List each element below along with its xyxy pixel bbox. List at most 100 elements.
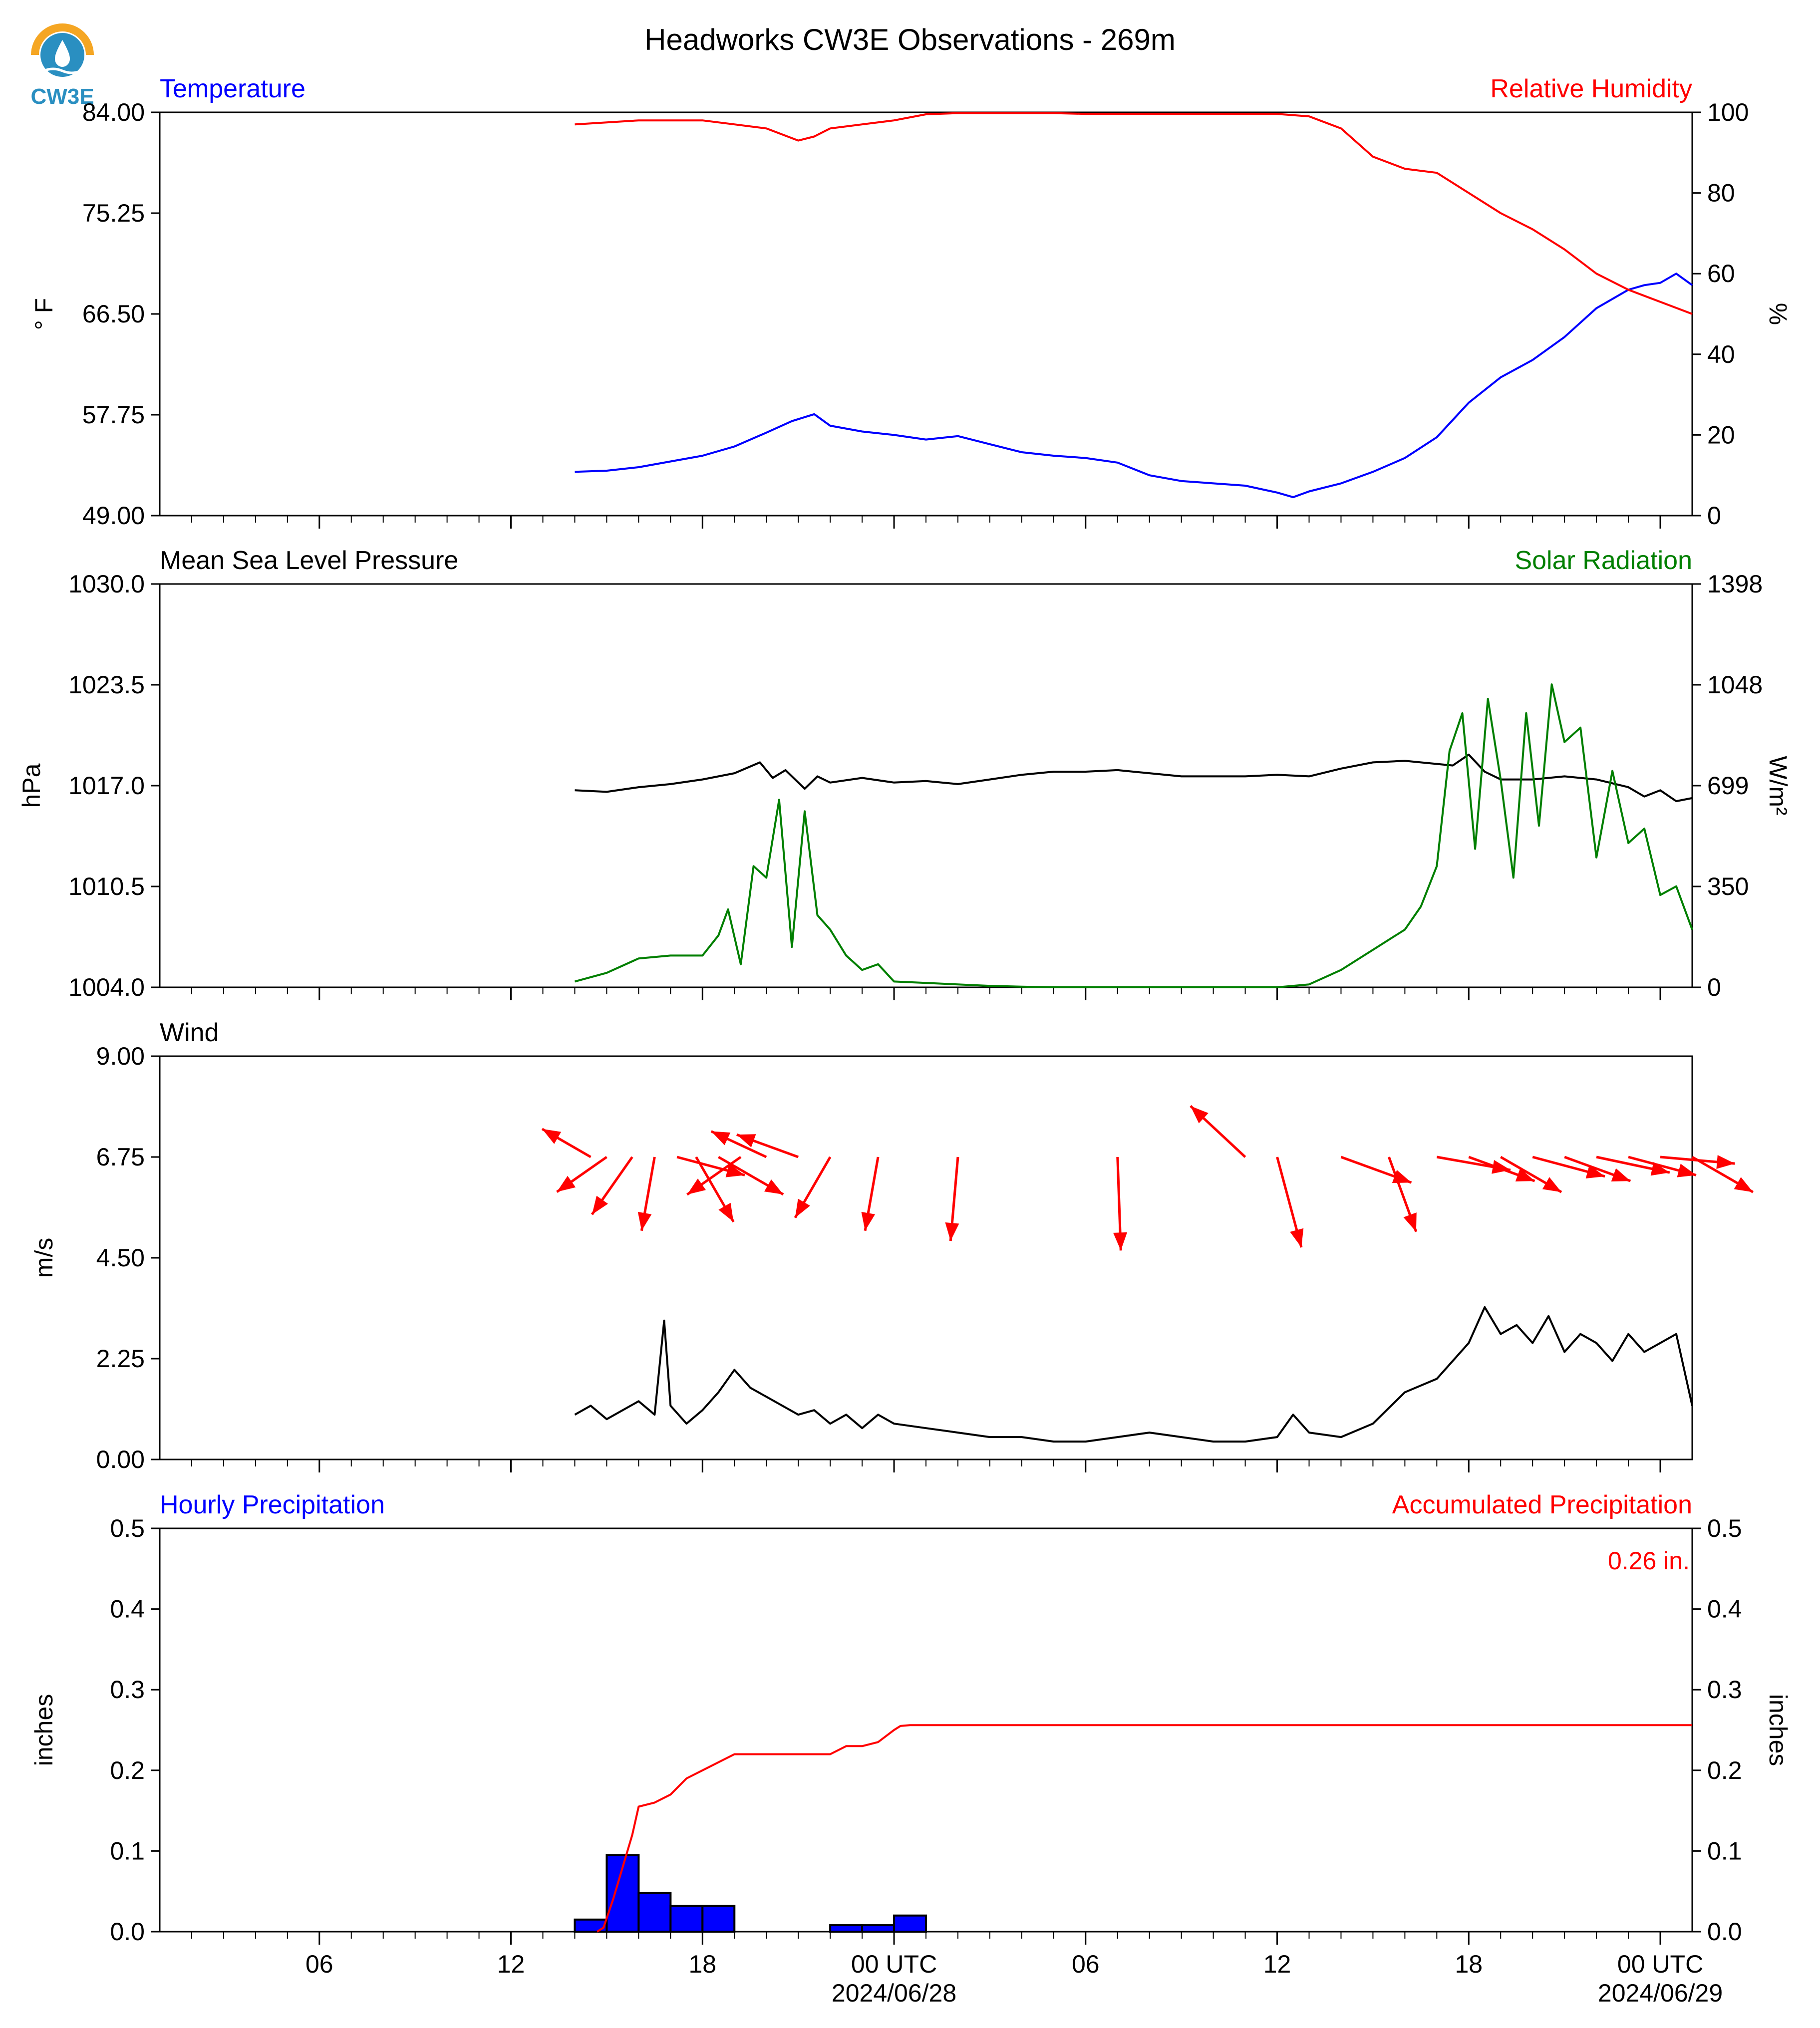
temperature-point — [814, 414, 815, 415]
x-tick-label: 00 UTC — [1617, 1950, 1703, 1978]
temperature-point — [1293, 497, 1294, 498]
relative-humidity-point — [1532, 229, 1533, 230]
mean-sea-level-pressure-point — [1404, 760, 1405, 761]
y-right-tick-label: 60 — [1707, 260, 1735, 288]
temperature-point — [1117, 462, 1118, 463]
temperature-point — [791, 421, 792, 422]
solar-radiation-point — [702, 955, 703, 956]
accumulated-precipitation-point — [1692, 1725, 1693, 1726]
relative-humidity-point — [814, 136, 815, 137]
temperature-point — [1644, 285, 1645, 286]
accumulated-precipitation-point — [654, 1802, 655, 1803]
solar-radiation-point — [1676, 886, 1677, 887]
wind-point — [1085, 1441, 1086, 1442]
relative-humidity-point — [1372, 156, 1373, 157]
y-right-tick-label: 0.1 — [1707, 1837, 1742, 1865]
relative-humidity-point — [894, 120, 895, 121]
y-right-tick-label: 699 — [1707, 772, 1749, 800]
mean-sea-level-pressure-point — [957, 784, 958, 785]
y-tick-label: 0.1 — [110, 1837, 145, 1865]
y-right-tick-label: 1398 — [1707, 570, 1763, 598]
y-axis-label: hPa — [17, 763, 45, 808]
accumulated-precipitation-point — [632, 1834, 633, 1835]
wind-arrow — [591, 1156, 633, 1215]
precip-bar — [893, 1914, 927, 1933]
left-panel-title: Wind — [160, 1018, 219, 1047]
relative-humidity-point — [606, 122, 607, 123]
relative-humidity-point — [1277, 113, 1278, 114]
mean-sea-level-pressure-point — [1085, 771, 1086, 772]
y-tick-label: 0.00 — [96, 1446, 145, 1473]
accumulated-precipitation-point — [846, 1745, 847, 1746]
solar-radiation-point — [1538, 825, 1539, 826]
right-panel-title: Solar Radiation — [1515, 546, 1692, 575]
wind-arrow-head — [1677, 1163, 1696, 1177]
panel-frame — [159, 583, 1693, 988]
precip-bar — [829, 1924, 864, 1933]
y-axis-label: m/s — [30, 1238, 58, 1278]
panel-temperature_humidity: Temperature Relative Humidity 49.00 57.75 66… — [30, 74, 1792, 530]
temperature-point — [1436, 437, 1437, 438]
relative-humidity-point — [830, 128, 831, 129]
y-tick-label: 2.25 — [96, 1345, 145, 1373]
relative-humidity-point — [766, 128, 767, 129]
wind-arrow-head — [1716, 1155, 1735, 1169]
y-tick-label: 0.4 — [110, 1595, 145, 1623]
panel-frame — [159, 111, 1693, 517]
y-tick-label: 0.0 — [110, 1918, 145, 1946]
wind-arrow-head — [637, 1211, 652, 1231]
right-panel-title: Relative Humidity — [1490, 74, 1692, 103]
mean-sea-level-pressure-point — [606, 791, 607, 792]
wind-point — [925, 1428, 926, 1429]
wind-arrow — [1113, 1157, 1128, 1251]
solar-radiation-point — [1404, 929, 1405, 930]
mean-sea-level-pressure-point — [1117, 770, 1118, 771]
solar-radiation-point — [846, 955, 847, 956]
accumulated-precipitation-point — [766, 1753, 767, 1754]
wind-arrow-head — [725, 1163, 745, 1177]
y-axis-label: inches — [30, 1694, 58, 1766]
panel-pressure_solar: Mean Sea Level Pressure Solar Radiation 10… — [17, 546, 1792, 1001]
mean-sea-level-pressure-point — [1181, 776, 1182, 777]
wind-point — [894, 1423, 895, 1424]
solar-radiation-point — [1580, 727, 1581, 728]
y-right-tick-label: 0.2 — [1707, 1756, 1742, 1784]
y-right-tick-label: 100 — [1707, 98, 1749, 126]
panel-frame — [159, 1055, 1693, 1460]
relative-humidity-point — [1692, 313, 1693, 314]
wind-point — [1676, 1334, 1677, 1335]
solar-radiation-point — [1628, 843, 1629, 844]
temperature-point — [1021, 452, 1022, 453]
wind-point — [989, 1437, 990, 1438]
temperature-line — [575, 273, 1693, 499]
wind-arrow — [1340, 1156, 1412, 1184]
wind-arrow — [556, 1156, 607, 1193]
mean-sea-level-pressure-point — [574, 790, 575, 791]
relative-humidity-point — [1660, 301, 1661, 302]
wind-point — [1277, 1437, 1278, 1438]
relative-humidity-point — [1021, 113, 1022, 114]
precip-bar — [861, 1924, 896, 1933]
solar-radiation-point — [727, 909, 728, 910]
relative-humidity-point — [1085, 113, 1086, 114]
wind-point — [1628, 1334, 1629, 1335]
x-tick-label: 18 — [688, 1950, 716, 1978]
solar-radiation-point — [1181, 987, 1182, 988]
wind-point — [1340, 1437, 1341, 1438]
mean-sea-level-pressure-point — [1053, 771, 1054, 772]
wind-arrow — [1628, 1156, 1697, 1177]
temperature-point — [1404, 458, 1405, 459]
y-right-axis-label: inches — [1764, 1694, 1792, 1766]
y-right-tick-label: 0 — [1707, 973, 1721, 1001]
accumulated-precipitation-point — [878, 1741, 879, 1742]
relative-humidity-point — [798, 140, 799, 141]
wind-arrow — [794, 1156, 832, 1219]
wind-arrow — [1190, 1105, 1246, 1158]
mean-sea-level-pressure-point — [1021, 774, 1022, 775]
wind-arrow — [1468, 1156, 1535, 1182]
relative-humidity-point — [862, 124, 863, 125]
temperature-point — [1085, 458, 1086, 459]
wind-point — [1548, 1316, 1549, 1317]
temperature-point — [1468, 402, 1469, 403]
